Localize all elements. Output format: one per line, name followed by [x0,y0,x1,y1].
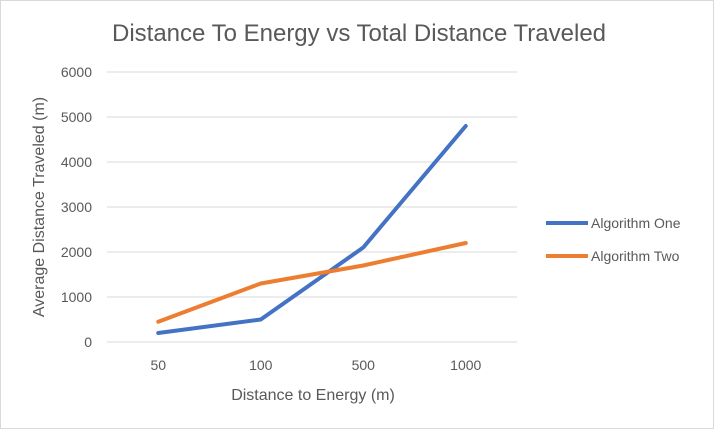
y-tick-label: 1000 [61,289,92,305]
x-tick-label: 100 [249,357,273,373]
x-tick-label: 500 [352,357,376,373]
gridlines [107,71,517,343]
y-axis-ticks: 0 1000 2000 3000 4000 5000 6000 [61,64,92,350]
x-tick-label: 1000 [450,357,481,373]
series-lines [156,124,468,335]
y-tick-label: 4000 [61,154,92,170]
y-axis-title: Average Distance Traveled (m) [31,97,48,317]
legend-label: Algorithm Two [591,248,680,264]
x-tick-label: 50 [150,357,166,373]
x-axis-ticks: 50 100 500 1000 [150,357,481,373]
series-line-1 [156,124,468,335]
y-tick-label: 6000 [61,64,92,80]
chart-title: Distance To Energy vs Total Distance Tra… [112,20,606,47]
x-axis-title: Distance to Energy (m) [231,387,395,404]
y-tick-label: 2000 [61,244,92,260]
y-tick-label: 3000 [61,199,92,215]
series-line-2 [156,241,468,324]
legend: Algorithm One Algorithm Two [546,215,681,264]
y-tick-label: 0 [84,334,92,350]
legend-label: Algorithm One [591,215,681,231]
y-tick-label: 5000 [61,109,92,125]
